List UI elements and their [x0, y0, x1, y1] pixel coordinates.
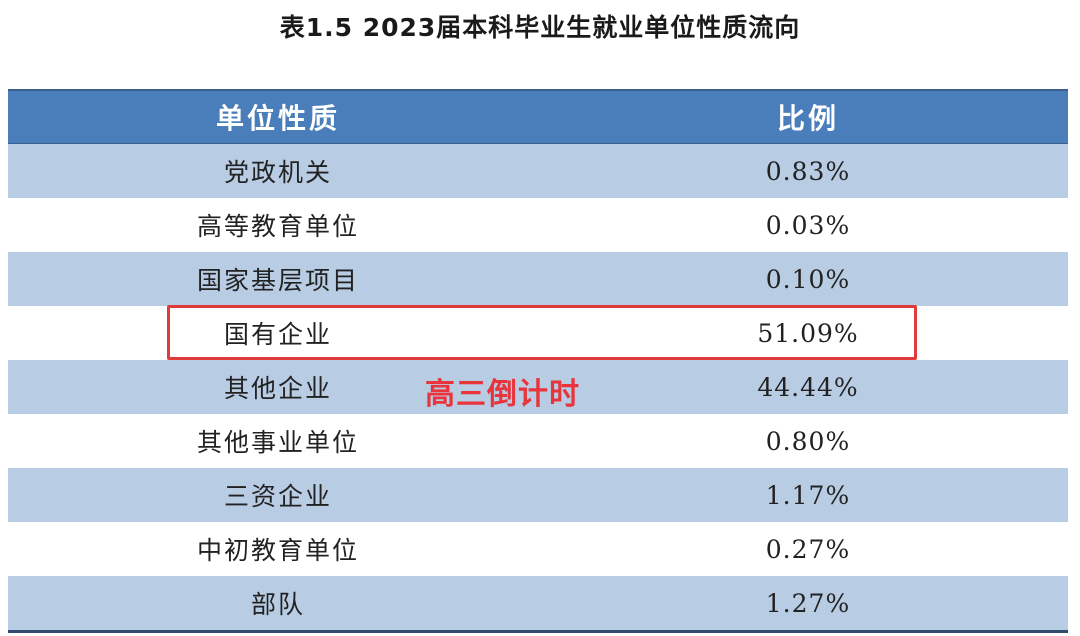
header-unit-type: 单位性质: [215, 102, 340, 135]
header-ratio: 比例: [776, 102, 839, 135]
ratio-cell: 1.27%: [765, 588, 851, 618]
unit-type-cell: 党政机关: [223, 158, 332, 187]
ratio-cell: 0.03%: [765, 210, 851, 240]
table-row: 其他企业 44.44%: [8, 360, 1068, 414]
table-row: 部队 1.27%: [8, 576, 1068, 630]
ratio-cell: 0.10%: [765, 264, 851, 294]
table-row: 国家基层项目 0.10%: [8, 252, 1068, 306]
table-title: 表1.5 2023届本科毕业生就业单位性质流向: [279, 13, 801, 42]
table-row: 其他事业单位 0.80%: [8, 414, 1068, 468]
unit-type-cell: 其他事业单位: [196, 428, 359, 457]
ratio-cell: 0.80%: [765, 426, 851, 456]
table-row-highlighted: 国有企业 51.09%: [8, 306, 1068, 360]
ratio-cell: 44.44%: [757, 372, 859, 402]
employment-unit-table: 单位性质 比例 党政机关 0.83% 高等教育单位 0.03% 国家基层项目 0…: [8, 89, 1068, 633]
watermark-text: 高三倒计时: [425, 377, 580, 412]
unit-type-cell: 国家基层项目: [196, 266, 359, 295]
table-row: 中初教育单位 0.27%: [8, 522, 1068, 576]
table-row: 高等教育单位 0.03%: [8, 198, 1068, 252]
unit-type-cell: 部队: [250, 590, 305, 619]
unit-type-cell: 其他企业: [223, 374, 332, 403]
unit-type-cell: 高等教育单位: [196, 212, 359, 241]
unit-type-cell: 中初教育单位: [196, 536, 359, 565]
unit-type-cell: 国有企业: [223, 320, 332, 349]
table-header-row: 单位性质 比例: [8, 91, 1068, 144]
ratio-cell: 51.09%: [757, 318, 859, 348]
table-row: 三资企业 1.17%: [8, 468, 1068, 522]
ratio-cell: 0.83%: [765, 156, 851, 186]
ratio-cell: 0.27%: [765, 534, 851, 564]
table-row: 党政机关 0.83%: [8, 144, 1068, 198]
ratio-cell: 1.17%: [765, 480, 851, 510]
unit-type-cell: 三资企业: [223, 482, 332, 511]
